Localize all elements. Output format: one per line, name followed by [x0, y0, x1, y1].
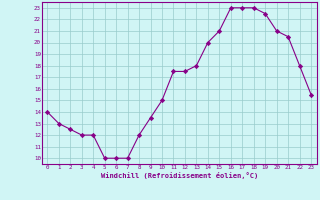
- X-axis label: Windchill (Refroidissement éolien,°C): Windchill (Refroidissement éolien,°C): [100, 172, 258, 179]
